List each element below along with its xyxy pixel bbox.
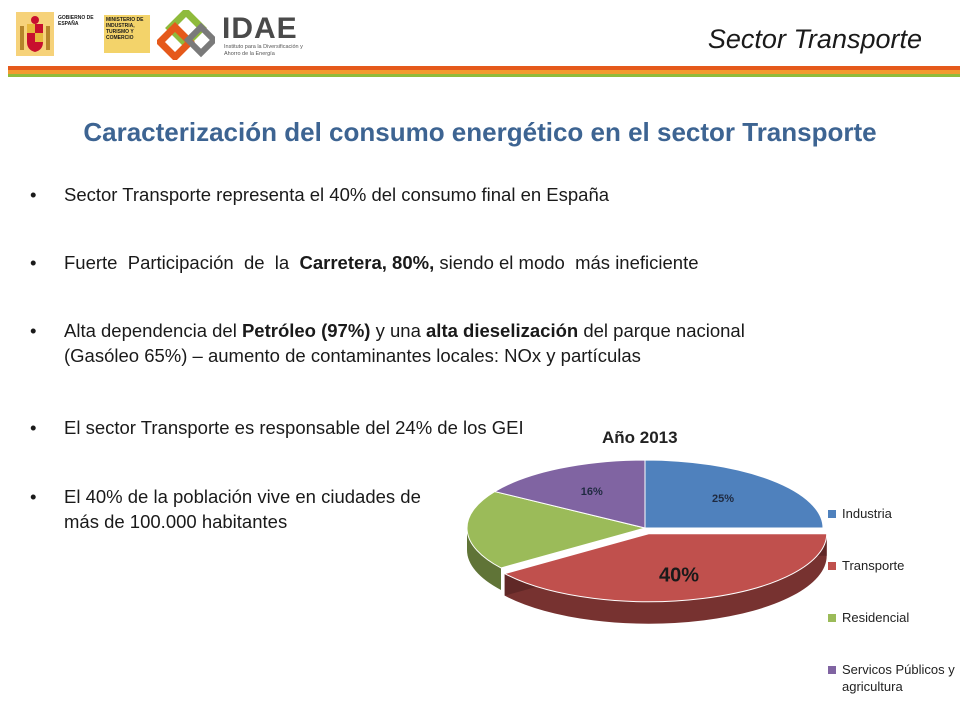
bullet-text: Sector Transporte representa el 40% del …: [64, 184, 610, 205]
bullet-text: Alta dependencia del Petróleo (97%) y un…: [64, 318, 745, 368]
pie-chart: Año 2013 25% 40% 16% Industria Transporte Re…: [466, 428, 955, 694]
legend-swatch: [828, 614, 836, 622]
header-stripe-green: [8, 74, 960, 77]
bullet-text-bold: Carretera, 80%,: [299, 252, 435, 273]
bullet-dot-icon: •: [30, 486, 37, 507]
pie-value-label: 25%: [712, 493, 734, 505]
bullet-text-line2: (Gasóleo 65%) – aumento de contaminantes…: [64, 345, 641, 366]
header-stripe-orange: [8, 66, 960, 70]
pie-value-label: 16%: [581, 486, 603, 498]
bullet-dot-icon: •: [30, 184, 37, 205]
pie-slice-transporte: [503, 533, 828, 603]
bullet-text-bold: Petróleo (97%): [241, 320, 371, 341]
ministerio-text: MINISTERIO DE INDUSTRIA, TURISMO Y COMER…: [104, 15, 150, 53]
legend-label: Industria: [842, 506, 893, 521]
legend-swatch: [828, 562, 836, 570]
legend-label: Residencial: [842, 610, 909, 625]
bullet-dot-icon: •: [30, 417, 37, 438]
pie-top: [466, 459, 828, 603]
pie-value-label: 40%: [659, 564, 699, 586]
idae-name: IDAE: [222, 12, 298, 45]
section-title: Sector Transporte: [707, 24, 922, 54]
idae-subtitle: Instituto para la Diversificación y Ahor…: [224, 44, 303, 57]
idae-logo-icon: [157, 10, 215, 60]
bullet-text: Fuerte Participación de la Carretera, 80…: [64, 250, 699, 275]
legend-label: Transporte: [842, 558, 904, 573]
bullet-text: El 40% de la población vive en ciudades …: [64, 484, 421, 534]
bullet-text-part: siendo el modo más ineficiente: [434, 252, 699, 273]
bullet-text-part: Fuerte Participación de la: [64, 252, 300, 273]
pie-slice-side: [504, 533, 827, 624]
bullet-text-line2: más de 100.000 habitantes: [64, 511, 288, 532]
page-title: Caracterización del consumo energético e…: [83, 117, 877, 147]
header-stripe-amber: [8, 70, 960, 74]
pie-slice-residencial: [466, 491, 647, 569]
legend-label: agricultura: [842, 679, 903, 694]
bullet-text-part: del parque nacional: [578, 320, 745, 341]
bullet-text-line1: El 40% de la población vive en ciudades …: [64, 486, 421, 507]
pie-slice-industria: [644, 459, 824, 529]
coat-of-arms-icon: [16, 12, 54, 56]
pie-slice-side: [467, 528, 501, 590]
bullet-dot-icon: •: [30, 252, 37, 273]
legend-label: Servicos Públicos y: [842, 662, 955, 677]
bullet-text-bold: alta dieselización: [426, 320, 579, 341]
bullet-text: El sector Transporte es responsable del …: [64, 417, 524, 438]
bullet-text-part: y una: [370, 320, 427, 341]
pie-slice-servicos: [493, 459, 646, 529]
gobierno-text: GOBIERNO DE ESPAÑA: [58, 15, 94, 27]
legend-swatch: [828, 510, 836, 518]
bullet-dot-icon: •: [30, 320, 37, 341]
pie-value-labels: 25% 40% 16%: [581, 486, 734, 586]
chart-title: Año 2013: [602, 428, 678, 447]
chart-legend: Industria Transporte Residencial Servicos P…: [828, 506, 955, 694]
gobierno-logo: GOBIERNO DE ESPAÑA MINISTERIO DE INDUSTR…: [16, 12, 152, 56]
header: GOBIERNO DE ESPAÑA MINISTERIO DE INDUSTR…: [0, 0, 960, 78]
bullet-text-part: Alta dependencia del: [64, 320, 242, 341]
legend-swatch: [828, 666, 836, 674]
